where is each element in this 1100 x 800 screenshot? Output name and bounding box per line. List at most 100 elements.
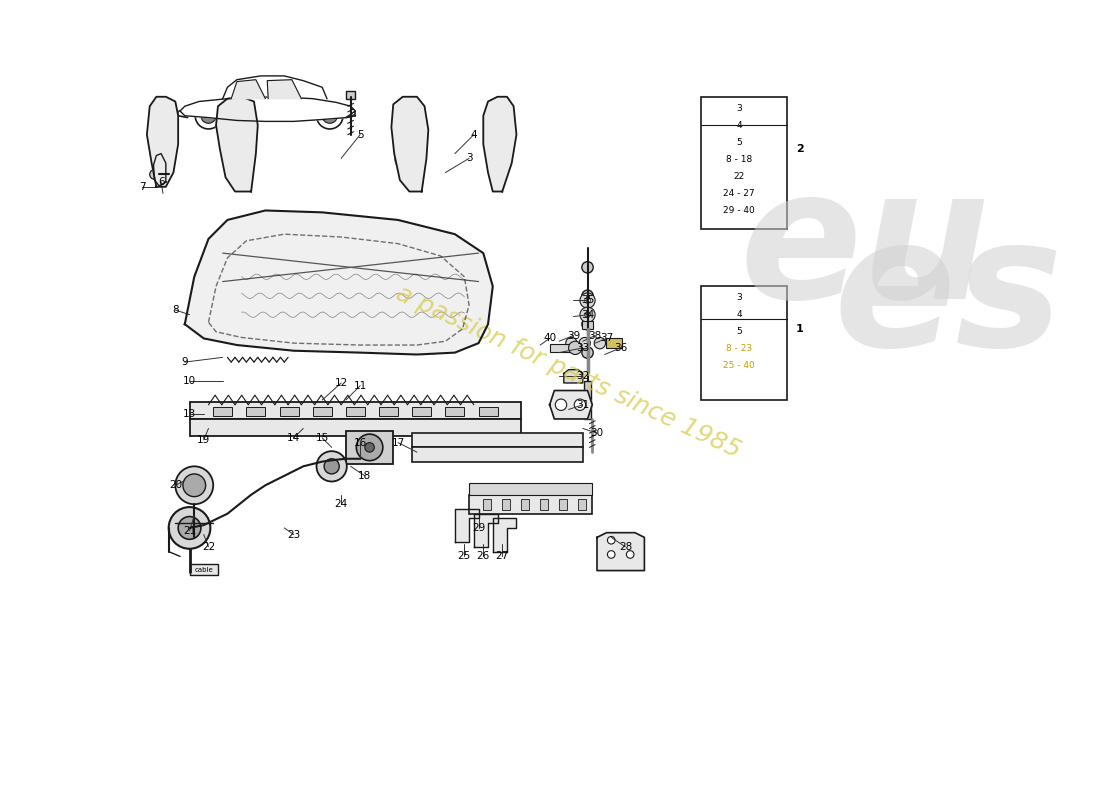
Text: 6: 6 <box>157 177 164 187</box>
Text: es: es <box>834 208 1064 384</box>
Circle shape <box>317 451 346 482</box>
Text: 19: 19 <box>197 435 210 445</box>
Text: 31: 31 <box>576 400 590 410</box>
Text: 8: 8 <box>172 305 178 315</box>
Text: 12: 12 <box>334 378 348 388</box>
Circle shape <box>574 399 585 410</box>
Circle shape <box>345 275 355 284</box>
Polygon shape <box>231 80 265 98</box>
Text: 38: 38 <box>588 330 602 341</box>
Circle shape <box>230 121 250 139</box>
Circle shape <box>607 537 615 544</box>
Circle shape <box>579 338 591 349</box>
Circle shape <box>317 102 343 129</box>
Circle shape <box>178 517 201 539</box>
Bar <box>503 498 509 510</box>
Text: 32: 32 <box>576 371 590 382</box>
Circle shape <box>582 262 593 273</box>
Bar <box>702 286 786 400</box>
Polygon shape <box>147 97 178 186</box>
Bar <box>469 494 592 514</box>
Circle shape <box>322 108 338 123</box>
Bar <box>246 406 265 416</box>
Polygon shape <box>597 533 645 570</box>
Text: 24: 24 <box>334 499 348 510</box>
Circle shape <box>492 155 507 170</box>
Text: 9: 9 <box>182 357 188 367</box>
Text: 21: 21 <box>183 526 196 536</box>
Bar <box>559 498 566 510</box>
Bar <box>702 97 786 230</box>
Circle shape <box>365 442 374 452</box>
Text: 3: 3 <box>465 154 472 163</box>
Bar <box>412 406 431 416</box>
Circle shape <box>585 298 591 303</box>
Text: 40: 40 <box>543 334 557 343</box>
Text: 39: 39 <box>566 330 580 341</box>
Text: 10: 10 <box>183 376 196 386</box>
Circle shape <box>261 272 271 282</box>
Bar <box>189 402 521 419</box>
Polygon shape <box>392 97 428 191</box>
Polygon shape <box>216 97 257 191</box>
Text: 5: 5 <box>356 130 363 140</box>
Circle shape <box>580 293 595 308</box>
Circle shape <box>494 106 505 117</box>
Bar <box>279 406 298 416</box>
Polygon shape <box>564 370 583 383</box>
Text: 37: 37 <box>600 334 613 343</box>
Bar <box>213 406 232 416</box>
Bar <box>312 406 332 416</box>
Bar <box>345 91 355 98</box>
Text: 4: 4 <box>471 130 477 140</box>
Text: 13: 13 <box>183 410 196 419</box>
Circle shape <box>565 338 578 349</box>
Text: 11: 11 <box>353 381 366 390</box>
Circle shape <box>594 338 605 349</box>
Text: 23: 23 <box>287 530 300 539</box>
Text: 3: 3 <box>736 293 743 302</box>
Text: 28: 28 <box>619 542 632 552</box>
Circle shape <box>403 286 412 296</box>
Text: 8 - 18: 8 - 18 <box>726 155 752 164</box>
Polygon shape <box>474 514 497 547</box>
Text: 29: 29 <box>472 523 485 533</box>
Circle shape <box>201 108 216 123</box>
Text: 8 - 23: 8 - 23 <box>726 344 752 354</box>
Circle shape <box>580 307 595 322</box>
Circle shape <box>404 153 415 164</box>
Circle shape <box>374 278 384 287</box>
Circle shape <box>356 434 383 461</box>
Circle shape <box>556 399 566 410</box>
Bar <box>469 483 592 494</box>
Text: 20: 20 <box>168 480 182 490</box>
Text: 35: 35 <box>581 295 594 306</box>
Polygon shape <box>483 97 517 191</box>
Bar <box>478 406 497 416</box>
Bar <box>189 564 218 575</box>
Polygon shape <box>455 509 478 542</box>
Polygon shape <box>180 97 355 122</box>
Circle shape <box>232 282 242 291</box>
Circle shape <box>183 474 206 497</box>
Bar <box>345 406 365 416</box>
Circle shape <box>402 116 417 131</box>
Text: 25 - 40: 25 - 40 <box>724 362 755 370</box>
Polygon shape <box>222 76 327 98</box>
Circle shape <box>607 550 615 558</box>
Text: 3: 3 <box>736 104 743 113</box>
Text: 24 - 27: 24 - 27 <box>724 189 755 198</box>
Text: 22: 22 <box>202 542 216 552</box>
Text: 18: 18 <box>359 471 372 481</box>
Text: 17: 17 <box>392 438 405 448</box>
Text: 4: 4 <box>736 121 743 130</box>
Circle shape <box>494 129 505 140</box>
Circle shape <box>261 291 271 301</box>
Bar <box>584 381 592 419</box>
Polygon shape <box>185 210 493 354</box>
Circle shape <box>626 550 634 558</box>
Text: 2: 2 <box>796 144 804 154</box>
Polygon shape <box>493 518 517 552</box>
Text: 36: 36 <box>614 343 627 353</box>
Circle shape <box>324 458 339 474</box>
